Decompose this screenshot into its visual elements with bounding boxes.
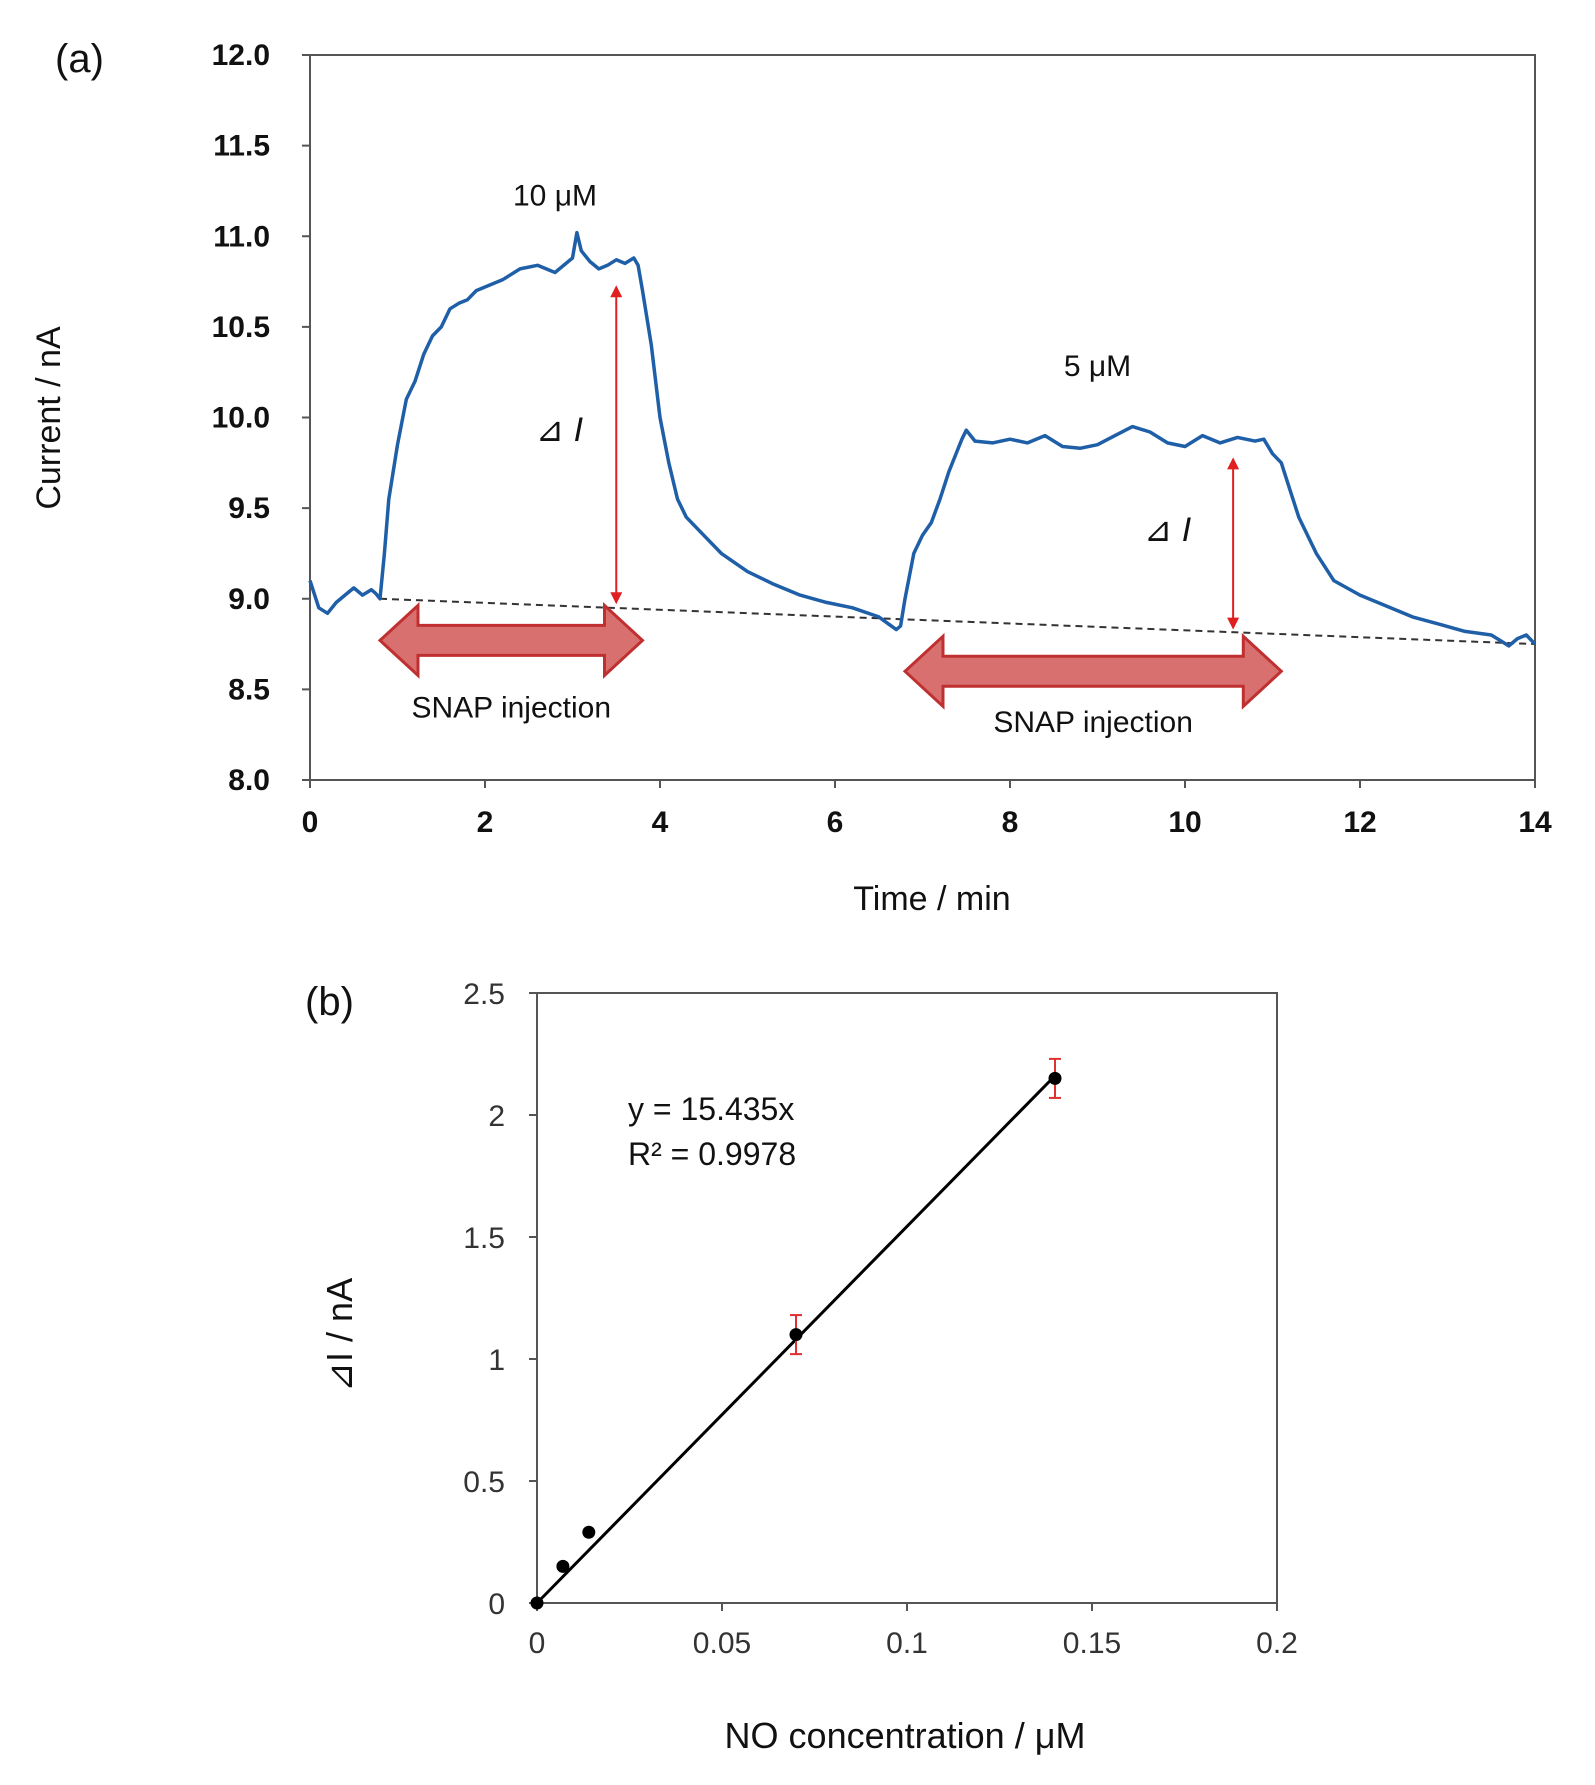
- data-point: [582, 1525, 596, 1539]
- panel-b-x-tick-label: 0.1: [886, 1627, 928, 1660]
- r-squared-label: R² = 0.9978: [628, 1136, 796, 1172]
- panel-a-x-tick-label: 4: [652, 806, 669, 839]
- panel-a-x-tick-label: 14: [1518, 806, 1552, 839]
- panel-b-x-tick-label: 0.05: [693, 1627, 751, 1660]
- panel-a-y-tick-label: 8.5: [228, 673, 270, 706]
- delta-i-arrowhead-bottom: [1227, 617, 1240, 630]
- panel-b-x-ticks: 0 0.05 0.1 0.15 0.2: [529, 1603, 1298, 1660]
- panel-a-y-axis-title: Current / nA: [30, 326, 68, 510]
- panel-a-x-tick-label: 10: [1168, 806, 1201, 839]
- snap-injection-double-arrow: [377, 601, 645, 679]
- panel-b-x-tick-label: 0: [529, 1627, 546, 1660]
- panel-b-x-tick-label: 0.15: [1063, 1627, 1121, 1660]
- panel-b-y-tick-label: 1: [488, 1344, 505, 1377]
- panel-a-annotations: 10 μM 5 μM ⊿ I ⊿ I: [513, 179, 1192, 548]
- delta-i-arrowhead-top: [1227, 457, 1240, 470]
- current-series-line: [308, 230, 1537, 648]
- delta-i-arrows: [610, 285, 1240, 630]
- data-point: [789, 1328, 803, 1342]
- panel-a-x-tick-label: 6: [827, 806, 844, 839]
- concentration-label: 10 μM: [513, 179, 597, 212]
- panel-a-y-tick-label: 11.0: [213, 220, 270, 253]
- panel-a-y-tick-label: 8.0: [228, 764, 270, 797]
- data-points: [530, 1071, 1062, 1610]
- baseline-dashed-line: [379, 597, 1536, 646]
- snap-injection-label: SNAP injection: [411, 692, 611, 725]
- panel-a-line-chart: (a) 8.0 8.5 9.0 9.5 10.0 10.5 11.0 11.5 12.0 0 2 4…: [30, 37, 1552, 918]
- panel-a-x-tick-label: 2: [477, 806, 494, 839]
- panel-b-plot-frame: [536, 992, 1278, 1604]
- panel-a-x-axis-title: Time / min: [853, 880, 1010, 918]
- panel-b-x-tick-label: 0.2: [1256, 1627, 1298, 1660]
- panel-a-y-tick-label: 11.5: [213, 130, 270, 163]
- panel-a-x-tick-label: 12: [1343, 806, 1376, 839]
- panel-a-x-tick-label: 8: [1002, 806, 1019, 839]
- snap-injection-label: SNAP injection: [993, 706, 1193, 739]
- panel-a-y-ticks: 8.0 8.5 9.0 9.5 10.0 10.5 11.0 11.5 12.0: [212, 39, 310, 797]
- panel-b-x-axis-title: NO concentration / μM: [725, 1715, 1086, 1756]
- snap-injection-arrows: SNAP injection SNAP injection: [377, 601, 1284, 739]
- panel-b-y-tick-label: 2: [488, 1100, 505, 1133]
- panel-b-y-tick-label: 1.5: [463, 1222, 505, 1255]
- panel-b-y-tick-label: 2.5: [463, 978, 505, 1011]
- panel-b-y-tick-label: 0.5: [463, 1466, 505, 1499]
- panel-a-y-tick-label: 9.0: [228, 583, 270, 616]
- delta-i-arrowhead-bottom: [610, 592, 623, 605]
- panel-b-scatter-chart: (b) 0 0.5 1 1.5 2 2.5 0 0.05 0.1 0.15 0.2 y = 15.…: [305, 978, 1298, 1756]
- panel-b-y-axis-title: ⊿I / nA: [319, 1278, 360, 1392]
- panel-a-label: (a): [55, 37, 104, 81]
- panel-a-y-tick-label: 12.0: [212, 39, 270, 72]
- delta-i-label: ⊿ I: [536, 411, 584, 449]
- panel-a-y-tick-label: 9.5: [228, 492, 270, 525]
- panel-b-y-tick-label: 0: [488, 1588, 505, 1621]
- panel-b-y-ticks: 0 0.5 1 1.5 2 2.5: [463, 978, 537, 1621]
- panel-a-y-tick-label: 10.5: [212, 311, 270, 344]
- delta-i-label: ⊿ I: [1144, 511, 1192, 549]
- trendline-equation: y = 15.435x: [628, 1091, 794, 1127]
- concentration-label: 5 μM: [1064, 350, 1131, 383]
- panel-b-label: (b): [305, 980, 354, 1024]
- panel-a-y-tick-label: 10.0: [212, 402, 270, 435]
- snap-injection-double-arrow: [902, 632, 1284, 710]
- data-point: [1048, 1071, 1062, 1085]
- panel-a-x-ticks: 0 2 4 6 8 10 12 14: [302, 780, 1552, 839]
- panel-a-x-tick-label: 0: [302, 806, 319, 839]
- data-point: [530, 1596, 544, 1610]
- data-point: [556, 1559, 570, 1573]
- delta-i-arrowhead-top: [610, 285, 623, 298]
